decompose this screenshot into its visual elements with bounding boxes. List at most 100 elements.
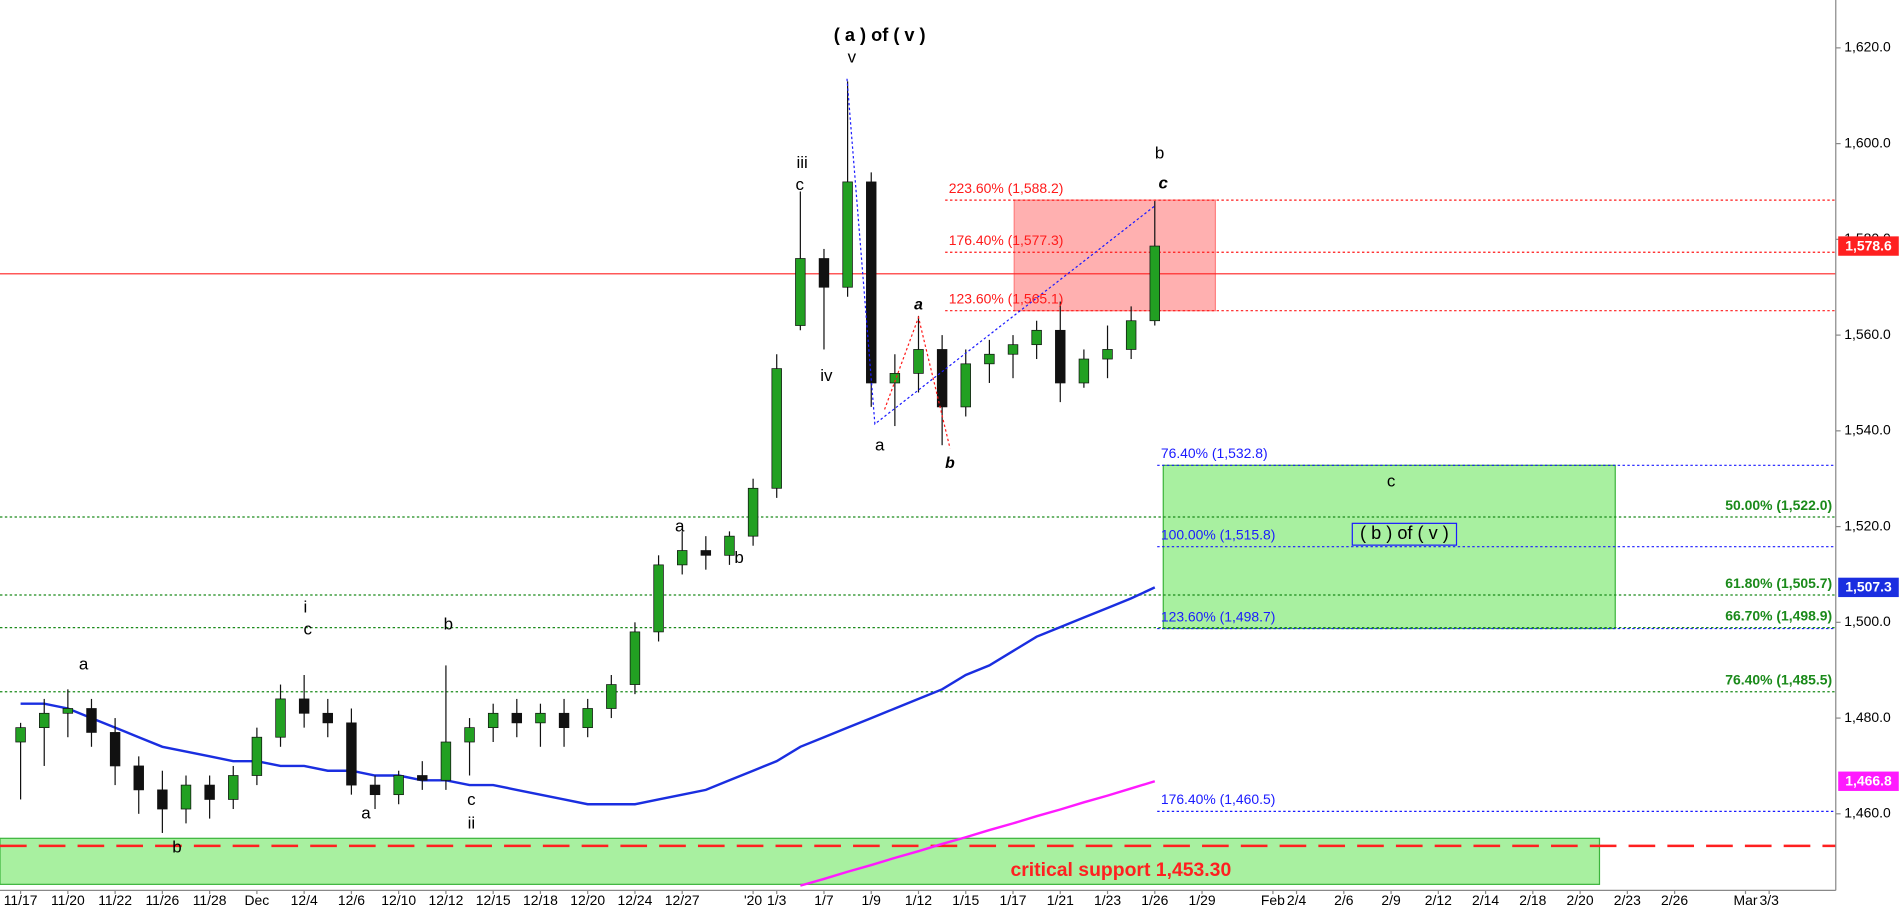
x-tick-label: 1/23 bbox=[1094, 892, 1121, 908]
x-tick-label: 12/24 bbox=[618, 892, 653, 908]
fib-label: 176.40% (1,460.5) bbox=[1161, 791, 1276, 807]
candle-body bbox=[369, 784, 381, 796]
wave-label: b bbox=[1155, 143, 1164, 162]
wave-label: i bbox=[303, 598, 307, 617]
x-tick-label: 2/20 bbox=[1567, 892, 1594, 908]
candle-body bbox=[15, 727, 26, 743]
candle-body bbox=[157, 789, 168, 810]
x-tick-label: 11/22 bbox=[98, 892, 132, 908]
last-value-badge bbox=[1838, 236, 1899, 256]
candle-body bbox=[1007, 344, 1019, 355]
wave-label: c bbox=[796, 175, 805, 194]
wave-label: c bbox=[1387, 472, 1396, 491]
candle-body bbox=[251, 736, 263, 776]
fib-label: 223.60% (1,588.2) bbox=[949, 180, 1064, 196]
x-tick-label: 1/12 bbox=[905, 892, 932, 908]
last-value-label: 1,466.8 bbox=[1845, 773, 1892, 789]
fib-label: 76.40% (1,485.5) bbox=[1725, 672, 1832, 688]
candle-body bbox=[464, 727, 475, 743]
candle-body bbox=[1125, 320, 1137, 350]
candle-body bbox=[771, 368, 782, 489]
wave-label: ii bbox=[468, 813, 476, 832]
last-value-badge bbox=[1838, 577, 1899, 598]
x-tick-label: 2/14 bbox=[1472, 892, 1499, 908]
candle-body bbox=[1055, 329, 1066, 384]
candle-body bbox=[275, 698, 286, 738]
candle-body bbox=[653, 564, 664, 633]
wave-label: b bbox=[945, 455, 955, 472]
candle-body bbox=[700, 550, 712, 556]
annotation-box bbox=[1351, 522, 1458, 546]
candle-body bbox=[180, 784, 192, 810]
candle-body bbox=[629, 631, 641, 685]
wave-label: iv bbox=[820, 366, 833, 385]
x-tick-label: 1/15 bbox=[952, 892, 979, 908]
y-tick-label: 1,460.0 bbox=[1844, 805, 1891, 821]
candle-body bbox=[842, 181, 853, 288]
x-tick-label: 12/4 bbox=[291, 892, 318, 908]
x-tick-label: 1/9 bbox=[862, 892, 882, 908]
x-tick-label: 12/20 bbox=[570, 892, 605, 908]
x-tick-label: 11/17 bbox=[4, 892, 38, 908]
moving-average bbox=[800, 780, 1156, 887]
x-tick-label: 11/28 bbox=[193, 892, 227, 908]
candle-body bbox=[86, 708, 97, 733]
wave-label: b bbox=[172, 837, 181, 856]
x-tick-label: 2/12 bbox=[1425, 892, 1452, 908]
candle-body bbox=[322, 712, 333, 724]
x-tick-label: '20 bbox=[744, 892, 762, 908]
fib-label: 61.80% (1,505.7) bbox=[1725, 575, 1832, 591]
x-tick-label: 1/3 bbox=[767, 892, 787, 908]
x-tick-label: 3/3 bbox=[1759, 892, 1779, 908]
candle-body bbox=[913, 349, 924, 374]
candle-body bbox=[724, 535, 735, 556]
candle-body bbox=[558, 712, 570, 729]
last-value-label: 1,507.3 bbox=[1845, 579, 1892, 595]
candle-body bbox=[936, 349, 948, 408]
wave-label: ( b ) of ( v ) bbox=[1360, 523, 1449, 543]
candle-body bbox=[487, 712, 499, 729]
candle-body bbox=[204, 784, 215, 800]
x-tick-label: 2/18 bbox=[1519, 892, 1546, 908]
wave-label: a bbox=[79, 655, 89, 674]
y-tick-label: 1,480.0 bbox=[1844, 709, 1891, 725]
wave-label: b bbox=[444, 615, 453, 634]
wave-label: c bbox=[304, 619, 313, 638]
candle-body bbox=[228, 775, 239, 800]
candle-body bbox=[1149, 245, 1160, 322]
moving-average bbox=[20, 586, 1156, 806]
fib-label: 123.60% (1,565.1) bbox=[949, 290, 1064, 306]
candle-body bbox=[1078, 358, 1090, 384]
wave-label: c bbox=[1159, 174, 1169, 193]
fib-label: 76.40% (1,532.8) bbox=[1161, 445, 1268, 461]
wave-label: a bbox=[914, 296, 923, 313]
fib-label: 66.70% (1,498.9) bbox=[1725, 607, 1832, 623]
wave-label: iii bbox=[797, 153, 808, 172]
wave-label: b bbox=[734, 548, 743, 567]
candle-body bbox=[606, 684, 617, 709]
wave-trendline bbox=[846, 78, 1156, 426]
x-tick-label: 1/21 bbox=[1047, 892, 1074, 908]
x-tick-label: 11/20 bbox=[51, 892, 85, 908]
x-tick-label: 12/12 bbox=[428, 892, 463, 908]
wave-label: v bbox=[848, 48, 857, 67]
fib-label: 50.00% (1,522.0) bbox=[1725, 497, 1832, 513]
support-label: critical support 1,453.30 bbox=[1010, 859, 1231, 881]
candle-body bbox=[133, 765, 144, 791]
x-tick-label: 2/9 bbox=[1381, 892, 1401, 908]
candle-body bbox=[1102, 349, 1113, 360]
y-tick-label: 1,500.0 bbox=[1844, 613, 1891, 629]
x-tick-label: Mar bbox=[1734, 892, 1758, 908]
fib-label: 123.60% (1,498.7) bbox=[1161, 608, 1276, 624]
x-tick-label: 12/10 bbox=[381, 892, 416, 908]
x-tick-label: 12/27 bbox=[665, 892, 700, 908]
annotations: ( a ) of ( v ) v iii c iv a a b b c c ( … bbox=[79, 25, 1449, 856]
x-tick-label: 2/6 bbox=[1334, 892, 1354, 908]
wave-path bbox=[883, 315, 951, 449]
candle-body bbox=[795, 258, 806, 326]
x-tick-label: 2/4 bbox=[1287, 892, 1307, 908]
candle-body bbox=[1031, 329, 1042, 346]
wave-label: ( a ) of ( v ) bbox=[834, 25, 926, 45]
